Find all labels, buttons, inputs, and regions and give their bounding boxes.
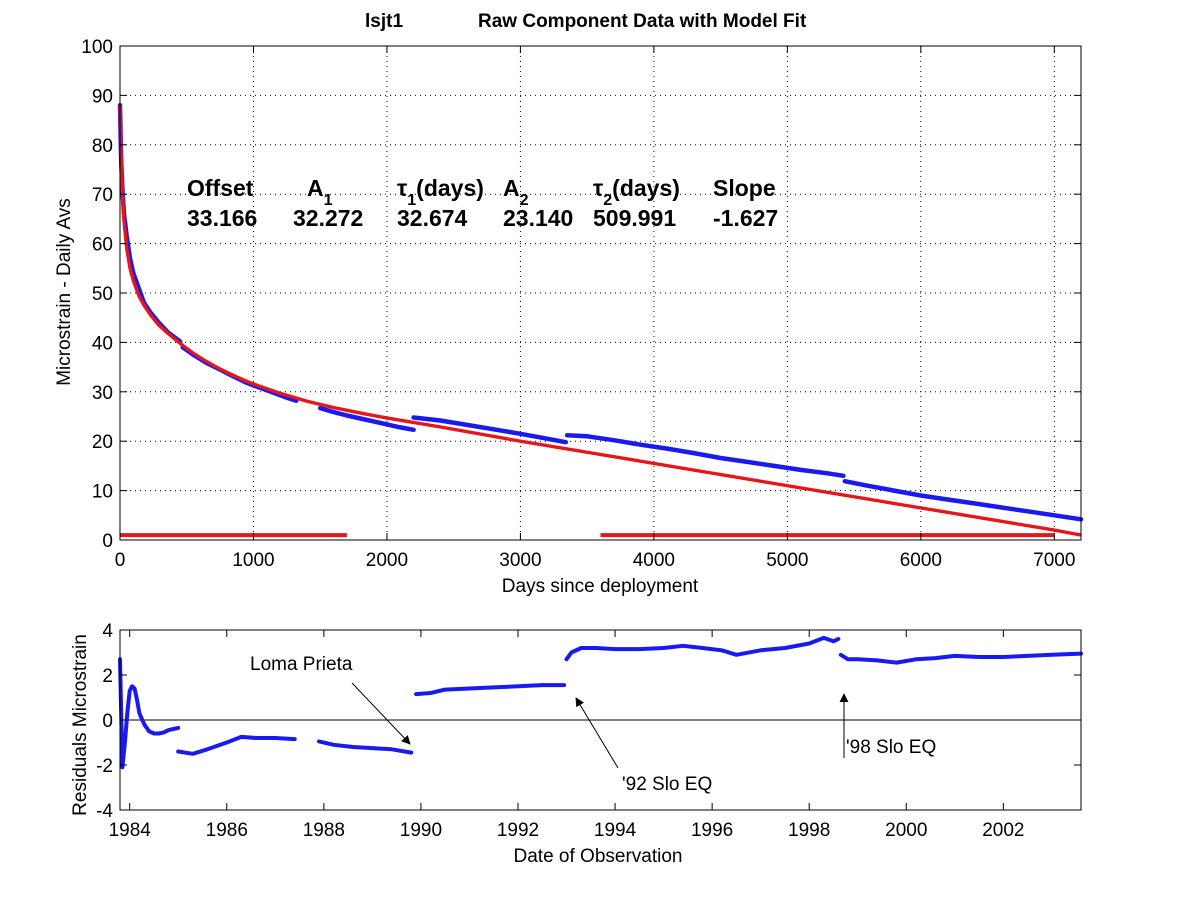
top-series-data-segment	[317, 405, 416, 433]
figure-title-station: lsjt1	[365, 11, 403, 32]
top-y-tick-label: 0	[102, 531, 113, 552]
top-plot-ticks: 0 1000 2000 3000 4000 5000 6000 7000 0 10 20 30 40 50…	[81, 37, 1081, 571]
top-y-tick-label: 40	[92, 333, 113, 354]
bottom-x-tick-label: 1996	[691, 820, 733, 841]
bottom-x-tick-label: 1990	[400, 820, 442, 841]
top-x-tick-label: 6000	[900, 550, 942, 571]
bottom-y-tick-label: 4	[102, 621, 113, 642]
figure-title: Raw Component Data with Model Fit	[478, 11, 807, 32]
param-header: A1	[307, 175, 333, 209]
param-header: Slope	[713, 175, 776, 201]
annotation-label: Loma Prieta	[250, 654, 353, 675]
bottom-y-tick-label: -2	[96, 756, 113, 777]
top-series-data-segment	[842, 478, 1084, 522]
top-y-tick-label: 80	[92, 136, 113, 157]
top-y-tick-label: 50	[92, 284, 113, 305]
top-series-fit-overlay	[118, 105, 1082, 537]
annotation-label: '92 Slo EQ	[622, 774, 712, 795]
bottom-x-tick-label: 1986	[206, 820, 248, 841]
param-value: 32.272	[293, 205, 363, 231]
top-plot-series	[117, 103, 1084, 538]
bottom-x-tick-label: 1998	[788, 820, 830, 841]
top-x-tick-label: 1000	[232, 550, 274, 571]
annotation-arrow	[575, 697, 619, 769]
top-x-tick-label: 0	[115, 550, 126, 571]
top-series-data-segment	[564, 433, 846, 479]
top-y-tick-label: 90	[92, 86, 113, 107]
param-value: 33.166	[187, 205, 257, 231]
residuals-segment	[176, 734, 297, 756]
annotation-label: '98 Slo EQ	[846, 737, 936, 758]
param-value: 23.140	[503, 205, 573, 231]
top-x-axis-label: Days since deployment	[502, 576, 699, 597]
top-x-tick-label: 4000	[633, 550, 675, 571]
param-value: -1.627	[713, 205, 778, 231]
bottom-x-tick-label: 1988	[303, 820, 345, 841]
top-y-tick-label: 10	[92, 482, 113, 503]
top-y-tick-label: 20	[92, 432, 113, 453]
bottom-y-tick-label: 2	[102, 666, 113, 687]
bottom-y-tick-label: 0	[102, 711, 113, 732]
residuals-segment	[564, 635, 841, 662]
top-series-fit-segment	[118, 105, 1082, 537]
bottom-plot-annotations: Loma Prieta '92 Slo EQ '98 Slo EQ	[250, 654, 936, 795]
param-header: A2	[503, 175, 529, 209]
param-header: τ2(days)	[593, 175, 680, 209]
annotation-arrow	[351, 682, 411, 745]
bottom-x-tick-label: 1992	[497, 820, 539, 841]
residuals-segment	[118, 657, 181, 770]
top-y-axis-label: Microstrain - Daily Avs	[54, 198, 75, 386]
param-value: 32.674	[397, 205, 468, 231]
model-parameters-table: Offset A1 τ1(days) A2 τ2(days) Slope 33.166 32.…	[187, 175, 778, 231]
top-y-tick-label: 70	[92, 185, 113, 206]
bottom-plot-series	[118, 635, 1083, 770]
top-y-tick-label: 60	[92, 235, 113, 256]
residuals-segment	[317, 739, 414, 755]
residuals-segment	[838, 651, 1083, 665]
top-series-data-segment	[411, 415, 569, 445]
param-header: τ1(days)	[397, 175, 484, 209]
bottom-x-axis-label: Date of Observation	[514, 846, 683, 867]
bottom-y-tick-label: -4	[96, 801, 113, 822]
bottom-y-axis-label: Residuals Microstrain	[70, 634, 91, 816]
bottom-x-tick-label: 2000	[885, 820, 927, 841]
top-x-tick-label: 3000	[499, 550, 541, 571]
top-x-tick-label: 5000	[766, 550, 808, 571]
top-x-tick-label: 2000	[366, 550, 408, 571]
bottom-x-tick-label: 1994	[594, 820, 637, 841]
param-header: Offset	[187, 175, 254, 201]
top-y-tick-label: 100	[81, 37, 113, 58]
bottom-plot-ticks: 1984 1986 1988 1990 1992 1994 1996 1998 2000 2002…	[96, 621, 1081, 841]
top-y-tick-label: 30	[92, 383, 113, 404]
top-series-data-segment	[117, 103, 183, 344]
residuals-segment	[414, 683, 567, 697]
top-plot-grid	[120, 46, 1081, 540]
bottom-x-tick-label: 2002	[982, 820, 1024, 841]
param-value: 509.991	[593, 205, 676, 231]
top-x-tick-label: 7000	[1033, 550, 1075, 571]
bottom-x-tick-label: 1984	[109, 820, 152, 841]
